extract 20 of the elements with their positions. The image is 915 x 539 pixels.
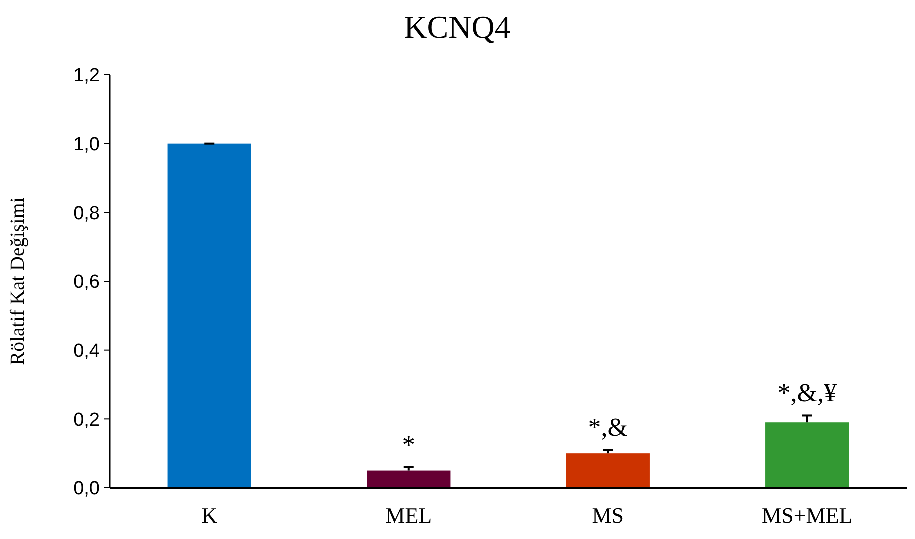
bar (367, 470, 451, 488)
y-tick-label: 0,4 (74, 340, 100, 362)
annotation: *,& (588, 413, 628, 442)
y-tick-label: 0,2 (74, 410, 100, 431)
chart-title: KCNQ4 (404, 9, 511, 45)
x-tick-label: MS (592, 503, 624, 528)
annotation: * (402, 430, 416, 460)
bar (168, 144, 252, 488)
bar (566, 454, 650, 488)
bar (766, 422, 850, 488)
annotation: *,&,¥ (778, 378, 837, 408)
y-tick-label: 1,0 (74, 134, 100, 156)
y-tick-label: 0,0 (74, 478, 100, 500)
x-tick-label: MEL (386, 503, 432, 528)
y-tick-label: 0,8 (74, 203, 100, 224)
y-tick-label: 0,6 (74, 272, 100, 294)
x-tick-label: K (202, 503, 218, 528)
y-axis-title: Rölatif Kat Değişimi (7, 197, 29, 366)
x-tick-label: MS+MEL (762, 503, 853, 528)
y-tick-label: 1,2 (74, 66, 100, 87)
